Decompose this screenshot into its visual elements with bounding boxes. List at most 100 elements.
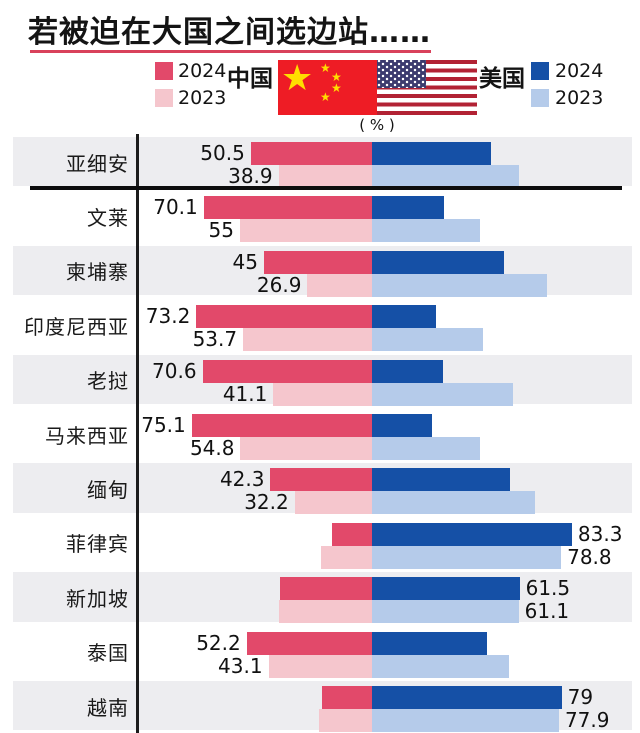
value-label-2023: 38.9 [228,164,273,188]
country-label: 菲律宾 [66,532,129,557]
us-2023-bar [372,709,559,732]
value-label-2024: 61.5 [525,576,571,601]
value-label-2023: 61.1 [524,599,570,624]
country-label: 文莱 [87,206,129,231]
value-label-2024: 45 [232,249,258,274]
value-label-2024: 70.6 [152,358,197,383]
value-label-2024: 79 [567,685,594,709]
china-2024-bar [270,468,372,492]
value-label-2023: 55 [208,218,234,243]
china-2023-bar [294,491,372,515]
star-icon: ★ [331,70,342,84]
title-underline [30,50,431,53]
china-2024-bar [331,522,372,546]
country-label: 印度尼西亚 [24,314,129,339]
country-label: 老挝 [87,369,129,394]
china-2023-bar [321,545,372,569]
country-label: 亚细安 [66,151,129,176]
value-label-2023: 78.8 [567,544,612,569]
legend-us-label: 美国 [479,66,525,92]
chart-row: 马来西亚 75.1 54.8 [0,407,640,461]
us-2024-bar [372,196,444,220]
chart-row: 菲律宾 83.3 78.8 [0,516,640,570]
us-2023-bar [372,491,535,515]
us-2023-bar [372,437,481,460]
china-2023-bar [307,273,372,297]
us-2024-bar [372,359,443,383]
chart-row: 缅甸 42.3 32.2 [0,461,640,515]
country-label: 越南 [87,695,129,720]
chart-row: 文莱 70.1 55 [0,189,640,243]
us-2023-bar [372,545,562,569]
star-icon: ★ [320,61,331,75]
us-2024-bar [372,686,562,709]
china-2024-bar [246,631,372,655]
us-2024-bar [372,142,491,165]
china-2023-bar [318,709,372,732]
value-label-2023: 53.7 [192,327,238,352]
legend-label-us-2024: 2024 [555,60,604,82]
us-2023-bar [372,165,519,188]
value-label-2023: 54.8 [189,436,235,460]
us-2024-bar [372,414,432,437]
china-2024-bar [279,577,372,601]
value-label-2023: 32.2 [244,490,289,515]
country-label: 泰国 [87,641,129,666]
china-2024-bar [250,142,372,165]
chart-row: 泰国 52.2 43.1 [0,625,640,679]
legend-label-us-2023: 2023 [555,87,604,109]
china-2024-bar [202,359,372,383]
value-label-2023: 77.9 [564,708,610,732]
us-2024-bar [372,577,520,601]
value-label-2024: 83.3 [577,521,623,546]
star-icon: ★ [320,90,331,104]
us-2024-bar [372,250,504,274]
country-label: 柬埔寨 [66,260,129,285]
value-label-2024: 75.1 [141,413,186,437]
legend-label-china-2024: 2024 [178,60,227,82]
us-2023-bar [372,328,484,352]
star-icon: ★ [331,81,342,95]
legend-swatch-china-2024 [155,62,173,80]
china-2023-bar [243,328,372,352]
legend-swatch-us-2023 [531,89,549,107]
asean-separator-line [30,186,622,190]
unit-label: ( % ) [359,116,395,134]
us-2023-bar [372,382,514,406]
us-flag-icon [377,60,477,115]
china-2024-bar [196,305,372,329]
legend-swatch-us-2024 [531,62,549,80]
chart-row: 老挝 70.6 41.1 [0,353,640,407]
chart-row: 新加坡 61.5 61.1 [0,570,640,624]
us-2023-bar [372,273,548,297]
china-2024-bar [321,686,372,709]
china-2024-bar [191,414,372,437]
china-2023-bar [273,382,372,406]
chart-row: 印度尼西亚 73.2 53.7 [0,298,640,352]
axis-divider-line [136,134,139,733]
country-label: 新加坡 [66,586,129,611]
china-2023-bar [268,654,372,678]
value-label-2024: 52.2 [196,630,241,655]
us-2024-bar [372,631,487,655]
value-label-2023: 26.9 [256,272,302,297]
china-2024-bar [264,250,372,274]
value-label-2024: 42.3 [219,467,265,492]
legend-label-china-2023: 2023 [178,87,227,109]
us-flag-canton [377,60,426,88]
us-2024-bar [372,522,572,546]
china-2023-bar [240,219,372,243]
china-2024-bar [203,196,372,220]
value-label-2024: 73.2 [145,304,191,329]
us-2024-bar [372,468,511,492]
us-2023-bar [372,219,480,243]
chart-row: 亚细安 50.5 38.9 [0,135,640,189]
page-title: 若被迫在大国之间选边站…… [28,15,431,50]
star-icon: ★ [281,60,314,99]
china-2023-bar [240,437,372,460]
legend-swatch-china-2023 [155,89,173,107]
country-label: 缅甸 [87,478,129,503]
chart-row: 柬埔寨 45 26.9 [0,244,640,298]
us-2023-bar [372,600,519,624]
